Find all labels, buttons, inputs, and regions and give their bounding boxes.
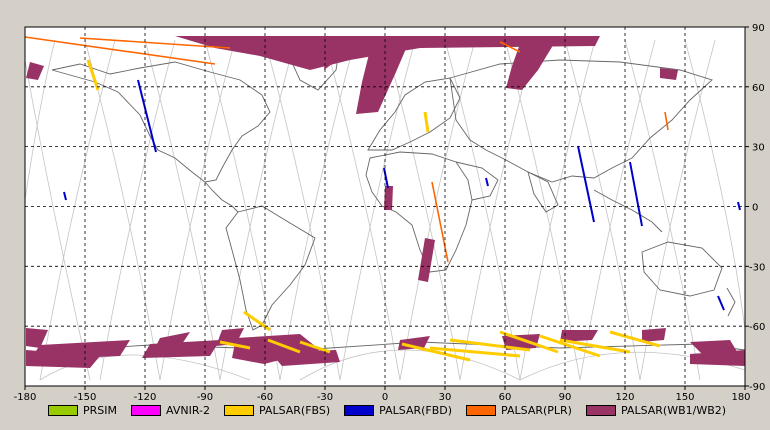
southeast-asia-islands [593,189,663,233]
legend-label: AVNIR-2 [166,403,210,417]
central-america [204,181,239,213]
lon-tick-label: -150 [74,392,97,403]
legend-swatch [344,404,375,416]
lon-tick-label: 150 [675,392,694,403]
south-america [225,205,316,331]
australia [641,241,723,297]
coverage-palsar-fbs [86,59,661,362]
legend-swatch [223,404,254,416]
north-america [51,61,271,183]
lon-tick-label: -120 [134,392,157,403]
lon-tick-label: 180 [731,392,750,403]
latitude-axis [745,26,749,387]
lon-tick-label: 60 [499,392,512,403]
arabia [455,161,499,201]
longitude-axis [24,386,746,390]
asia [449,59,713,183]
legend-item-palsar-fbd: PALSAR(FBD) [344,404,452,417]
legend-label: PRSIM [83,403,117,417]
lon-tick-label: -90 [197,392,213,403]
lat-tick-label: 90 [752,23,765,34]
legend-label: PALSAR(WB1/WB2) [620,403,727,417]
legend-label: PALSAR(FBD) [379,403,453,417]
legend: PRSIM AVNIR-2 PALSAR(FBS) PALSAR(FBD) PA… [48,402,740,418]
legend-item-palsar-wb: PALSAR(WB1/WB2) [585,403,727,417]
legend-label: PALSAR(PLR) [501,403,572,417]
legend-item-palsar-fbs: PALSAR(FBS) [223,403,331,417]
lon-tick-label: 0 [382,392,388,403]
lat-tick-label: -60 [749,322,765,333]
lon-tick-label: 120 [615,392,634,403]
map-plot-area [24,26,746,387]
lat-tick-label: -90 [749,382,765,393]
new-zealand [726,287,736,317]
africa [365,151,473,273]
lon-tick-label: 90 [559,392,572,403]
lon-tick-label: 30 [439,392,452,403]
graticule [25,27,745,386]
lat-tick-label: -30 [749,262,765,273]
lat-tick-label: 60 [752,83,765,94]
lat-tick-label: 30 [752,143,765,154]
legend-item-prism: PRSIM [48,404,117,417]
lon-tick-label: -30 [317,392,333,403]
legend-item-palsar-plr: PALSAR(PLR) [466,404,572,417]
lon-tick-label: -60 [257,392,273,403]
longitude-labels: -180 -150 -120 -90 -60 -30 0 30 60 90 12… [14,392,751,403]
india [527,171,559,213]
latitude-labels: 90 60 30 0 -30 -60 -90 [749,23,765,393]
legend-label: PALSAR(FBS) [258,403,331,417]
europe [367,77,461,151]
legend-swatch [585,404,616,416]
coverage-palsar-wb [26,36,745,368]
lon-tick-label: -180 [14,392,37,403]
legend-swatch [48,404,78,416]
legend-swatch [131,404,161,416]
legend-swatch [466,404,497,416]
legend-item-avnir2: AVNIR-2 [131,404,210,417]
lat-tick-label: 0 [752,203,758,214]
